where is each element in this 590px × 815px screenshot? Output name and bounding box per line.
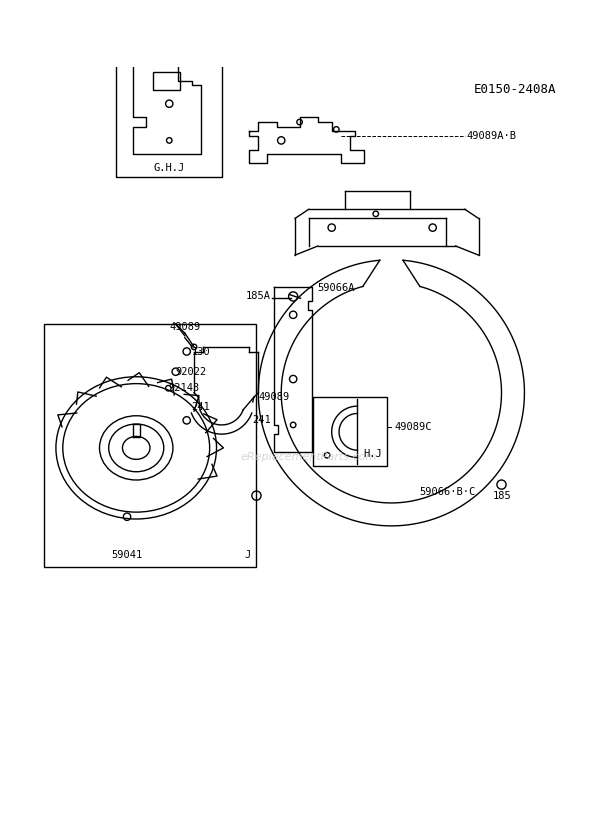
Text: 49089C: 49089C <box>394 422 432 432</box>
Text: 241: 241 <box>252 416 271 425</box>
Text: 130: 130 <box>191 346 210 356</box>
Text: H.J: H.J <box>363 449 382 459</box>
Bar <box>313 398 387 466</box>
Bar <box>116 0 222 177</box>
Text: 241: 241 <box>191 402 210 412</box>
Text: G.H.J: G.H.J <box>153 162 185 173</box>
Text: 49089: 49089 <box>169 322 201 333</box>
Bar <box>153 72 181 90</box>
Text: 92022: 92022 <box>176 367 207 377</box>
Text: 59066·B·C: 59066·B·C <box>419 487 475 497</box>
Text: 92143: 92143 <box>168 383 199 393</box>
Text: E0150-2408A: E0150-2408A <box>474 82 556 95</box>
Text: 185: 185 <box>492 491 511 500</box>
Text: 59066A: 59066A <box>317 283 355 293</box>
Text: eReplacementParts.com: eReplacementParts.com <box>241 452 377 462</box>
Text: 49089A·B: 49089A·B <box>467 131 517 141</box>
Bar <box>156 29 178 39</box>
Text: 185A: 185A <box>246 292 271 302</box>
Text: J: J <box>245 550 251 560</box>
Text: 49089: 49089 <box>258 392 290 403</box>
Text: 59041: 59041 <box>112 550 143 560</box>
Bar <box>44 324 255 567</box>
